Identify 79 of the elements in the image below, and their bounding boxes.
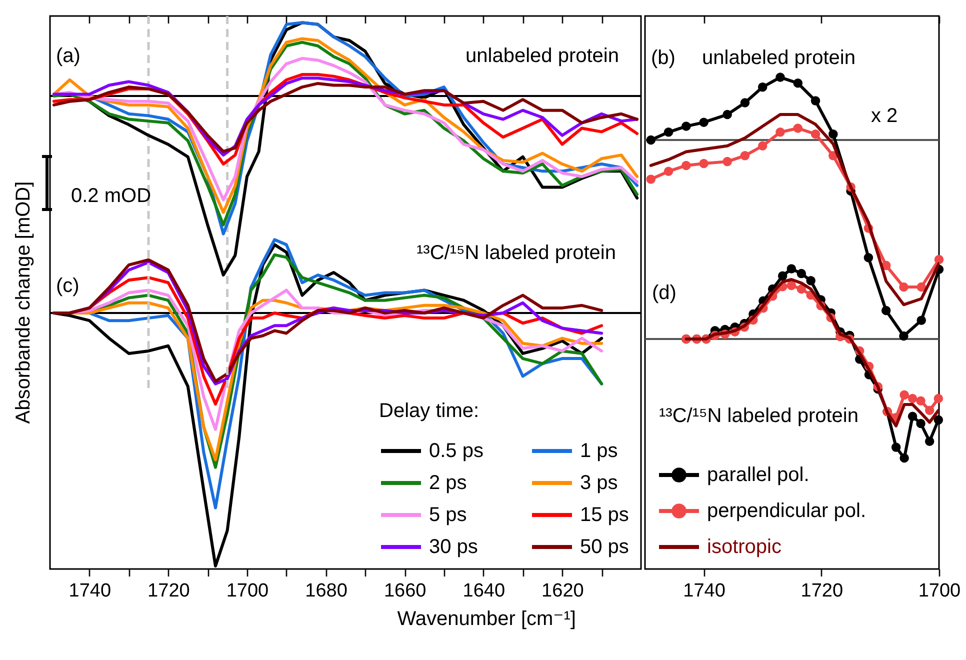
annotation: ¹³C/¹⁵N labeled protein <box>659 405 858 427</box>
text: isotropic <box>707 536 782 558</box>
point <box>934 415 944 425</box>
x-tick-label: 1720 <box>800 580 844 602</box>
x-tick-label: 1700 <box>226 580 269 602</box>
point <box>758 82 768 92</box>
point <box>924 436 934 446</box>
legend-label: 0.5 ps <box>429 440 484 462</box>
x-axis-title: Wavenumber [cm⁻¹] <box>397 608 576 630</box>
point <box>881 306 891 316</box>
text: (b) <box>651 47 676 69</box>
x-tick-label: 1640 <box>462 580 506 602</box>
point <box>796 268 806 278</box>
legend-label: perpendicular pol. <box>707 500 866 522</box>
y-axis-title: Absorbande change [mOD] <box>12 181 34 424</box>
point <box>891 442 901 452</box>
legend-label: parallel pol. <box>707 464 810 486</box>
x-tick-label: 1720 <box>148 580 190 602</box>
text: unlabeled protein <box>702 47 856 69</box>
x-tick-label: 1740 <box>683 580 726 602</box>
legend-label: 15 ps <box>580 504 629 526</box>
point <box>793 124 803 133</box>
x-tick-label: 1740 <box>68 580 112 602</box>
legend-label: 5 ps <box>429 504 467 526</box>
point <box>786 280 796 290</box>
point <box>908 394 918 404</box>
point <box>722 110 732 120</box>
point <box>916 282 926 292</box>
point <box>722 156 732 166</box>
point <box>646 174 656 184</box>
annotation: (d) <box>652 282 676 304</box>
point <box>900 390 909 400</box>
legend-title: Delay time: <box>379 400 480 422</box>
point <box>900 453 909 463</box>
point <box>934 394 944 404</box>
point <box>908 412 918 421</box>
point <box>699 158 708 168</box>
point <box>864 252 874 262</box>
annotation: unlabeled protein <box>466 45 619 67</box>
x-tick-label: 1660 <box>384 580 426 602</box>
point <box>916 396 926 406</box>
legend-label: 30 ps <box>429 536 478 558</box>
point <box>899 282 908 292</box>
point <box>699 118 708 127</box>
point <box>776 72 785 82</box>
point <box>916 418 926 428</box>
point <box>810 130 820 139</box>
x-tick-label: 1700 <box>918 580 961 602</box>
legend-label: 2 ps <box>429 472 467 494</box>
legend-label: 3 ps <box>580 472 618 494</box>
point <box>776 128 785 137</box>
point <box>916 316 926 325</box>
point <box>828 130 838 139</box>
point <box>786 264 796 274</box>
point <box>793 78 803 88</box>
point <box>924 406 934 416</box>
annotation: 0.2 mOD <box>71 185 152 207</box>
point <box>796 284 806 294</box>
point <box>806 276 816 286</box>
annotation: x 2 <box>871 105 898 127</box>
legend-label: 50 ps <box>580 536 629 558</box>
point <box>934 254 944 264</box>
point <box>682 122 691 131</box>
annotation: (a) <box>56 45 80 67</box>
point <box>899 331 908 341</box>
x-tick-label: 1620 <box>542 580 584 602</box>
point <box>740 98 750 108</box>
point <box>664 128 674 137</box>
point <box>758 141 768 150</box>
x-tick-label: 1680 <box>305 580 348 602</box>
point <box>810 96 820 106</box>
legend-label: 1 ps <box>580 440 618 462</box>
point <box>682 160 691 170</box>
point <box>664 166 674 176</box>
point <box>740 151 750 160</box>
point <box>778 271 788 281</box>
annotation: (c) <box>56 275 80 297</box>
annotation: ¹³C/¹⁵N labeled protein <box>416 242 616 264</box>
point <box>646 135 656 145</box>
